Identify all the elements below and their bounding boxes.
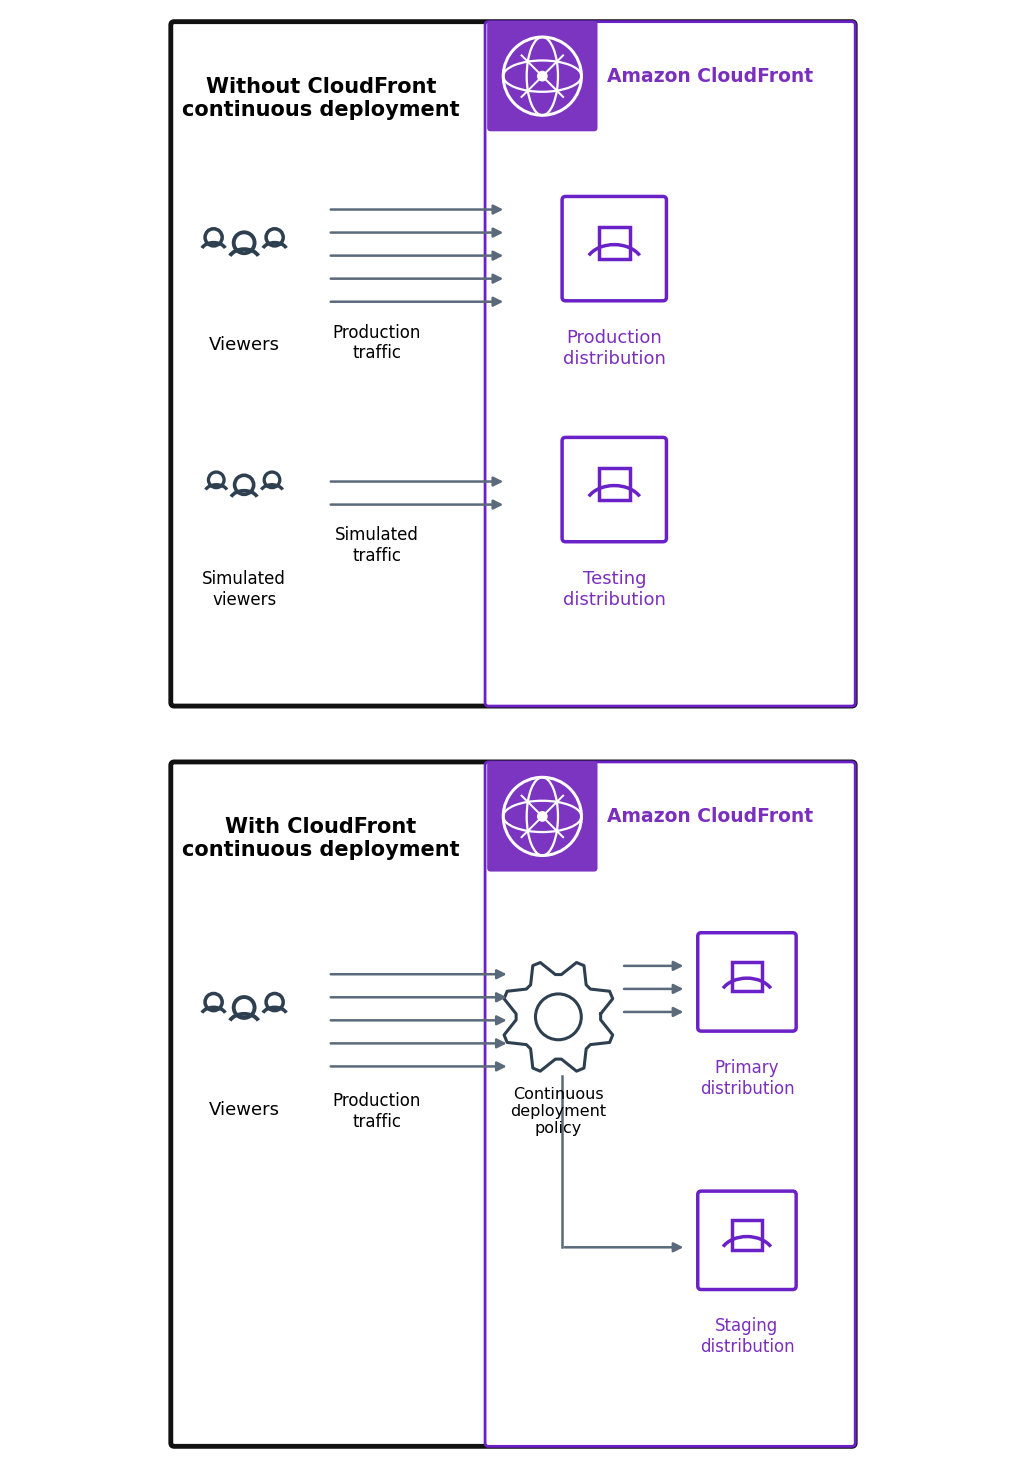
FancyBboxPatch shape: [733, 962, 761, 991]
Circle shape: [536, 994, 582, 1039]
Text: Viewers: Viewers: [208, 1101, 280, 1119]
Text: Testing
distribution: Testing distribution: [563, 570, 666, 609]
Text: Viewers: Viewers: [208, 336, 280, 354]
FancyBboxPatch shape: [598, 468, 630, 499]
FancyBboxPatch shape: [698, 932, 796, 1031]
FancyBboxPatch shape: [170, 22, 856, 706]
FancyBboxPatch shape: [170, 762, 856, 1446]
Text: Primary
distribution: Primary distribution: [700, 1058, 794, 1098]
Text: Continuous
deployment
policy: Continuous deployment policy: [510, 1086, 606, 1136]
FancyBboxPatch shape: [487, 21, 597, 131]
FancyBboxPatch shape: [487, 762, 597, 872]
FancyBboxPatch shape: [485, 22, 856, 706]
Text: With CloudFront
continuous deployment: With CloudFront continuous deployment: [183, 818, 460, 860]
Circle shape: [538, 72, 547, 81]
Circle shape: [538, 812, 547, 821]
Text: Simulated
viewers: Simulated viewers: [202, 570, 286, 609]
FancyBboxPatch shape: [562, 437, 667, 542]
FancyBboxPatch shape: [562, 197, 667, 301]
Text: Without CloudFront
continuous deployment: Without CloudFront continuous deployment: [183, 76, 460, 120]
FancyBboxPatch shape: [598, 228, 630, 258]
FancyBboxPatch shape: [733, 1220, 761, 1249]
Text: Amazon CloudFront: Amazon CloudFront: [607, 66, 814, 85]
FancyBboxPatch shape: [485, 762, 856, 1446]
Text: Production
traffic: Production traffic: [332, 323, 421, 363]
Text: Production
distribution: Production distribution: [563, 329, 666, 368]
Text: Amazon CloudFront: Amazon CloudFront: [607, 807, 814, 826]
Polygon shape: [504, 963, 613, 1072]
Text: Staging
distribution: Staging distribution: [700, 1317, 794, 1356]
Text: Production
traffic: Production traffic: [332, 1092, 421, 1130]
FancyBboxPatch shape: [698, 1191, 796, 1289]
Text: Simulated
traffic: Simulated traffic: [334, 526, 419, 565]
